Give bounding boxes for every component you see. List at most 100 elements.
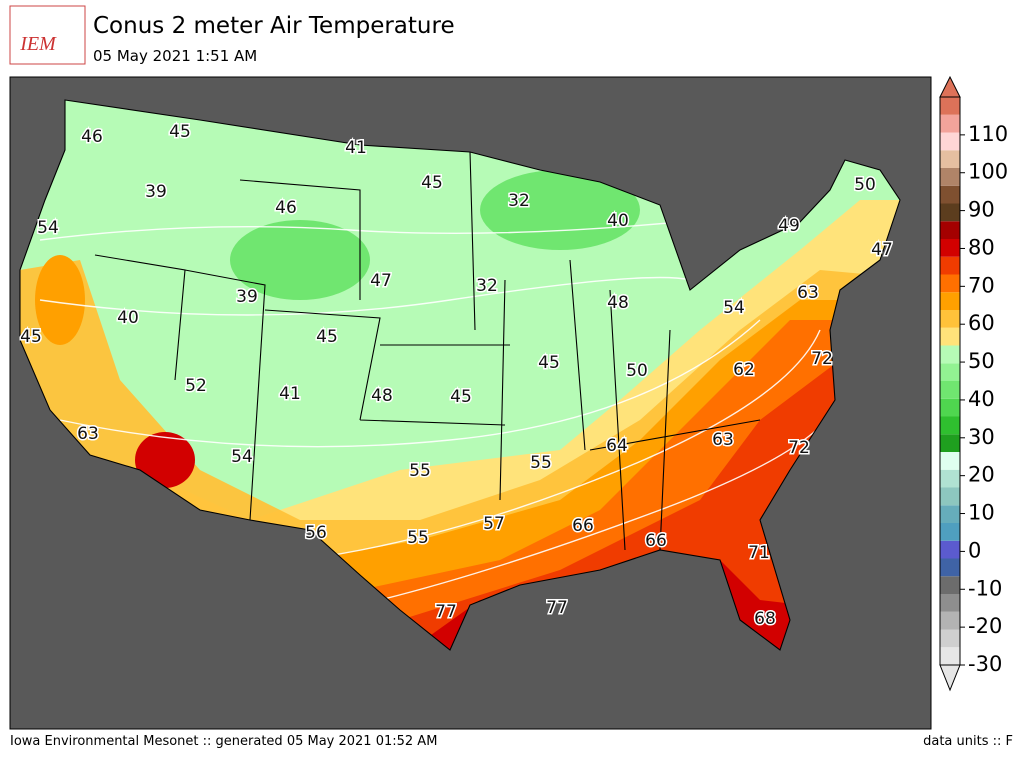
- logo: IEM: [9, 5, 86, 65]
- footer-right: data units :: F: [923, 734, 1013, 749]
- colorbar-segment: [940, 132, 960, 151]
- colorbar-segment: [940, 523, 960, 541]
- temperature-label: 54: [231, 447, 253, 467]
- colorbar-extend-high: [939, 75, 961, 98]
- temperature-label: 55: [530, 453, 552, 473]
- colorbar-tick-label: 10: [968, 501, 995, 525]
- colorbar-tick-label: 80: [968, 235, 995, 259]
- temperature-label: 55: [409, 461, 431, 481]
- colorbar-segment: [940, 381, 960, 399]
- colorbar-tick-label: -30: [968, 652, 1002, 676]
- colorbar-segment: [940, 505, 960, 523]
- colorbar-tick-label: 60: [968, 311, 995, 335]
- colorbar-segment: [940, 540, 960, 559]
- colorbar-tick-label: 110: [968, 122, 1008, 146]
- colorbar-frame: [939, 96, 961, 666]
- temperature-label: 47: [370, 271, 392, 291]
- temperature-label: 48: [607, 293, 629, 313]
- temperature-label: 32: [476, 276, 498, 296]
- temperature-label: 63: [77, 424, 99, 444]
- colorbar-segment: [940, 203, 960, 222]
- colorbar-segment: [940, 647, 960, 665]
- colorbar-segment: [940, 594, 960, 612]
- title: Conus 2 meter Air Temperature: [93, 13, 455, 39]
- colorbar-tick-label: -10: [968, 576, 1002, 600]
- temperature-label: 46: [275, 198, 297, 218]
- colorbar-segment: [940, 416, 960, 435]
- colorbar-segment: [940, 363, 960, 381]
- footer-left: Iowa Environmental Mesonet :: generated …: [10, 734, 437, 749]
- temperature-label: 63: [712, 430, 734, 450]
- temperature-label: 45: [169, 122, 191, 142]
- temperature-label: 45: [538, 353, 560, 373]
- temperature-label: 68: [754, 609, 776, 629]
- temperature-label: 39: [145, 182, 167, 202]
- colorbar-segment: [940, 398, 960, 417]
- colorbar-segment: [940, 452, 960, 470]
- colorbar-tick-label: 100: [968, 160, 1008, 184]
- temperature-label: 77: [546, 598, 568, 618]
- temperature-label: 62: [733, 360, 755, 380]
- colorbar-segment: [940, 469, 960, 488]
- temperature-label: 71: [748, 543, 770, 563]
- temperature-label: 49: [778, 216, 800, 236]
- logo-text: IEM: [19, 33, 57, 55]
- temperature-label: 47: [871, 240, 893, 260]
- colorbar-segment: [940, 292, 960, 310]
- temperature-label: 72: [811, 349, 833, 369]
- temperature-label: 52: [185, 376, 207, 396]
- temperature-label: 63: [797, 283, 819, 303]
- colorbar-segment: [940, 611, 960, 630]
- colorbar-segment: [940, 114, 960, 133]
- temperature-label: 41: [345, 138, 367, 158]
- colorbar-segment: [940, 629, 960, 648]
- colorbar-tick-label: -20: [968, 614, 1002, 638]
- temperature-label: 54: [37, 218, 59, 238]
- colorbar-tick-label: 30: [968, 425, 995, 449]
- colorbar-segment: [940, 327, 960, 346]
- colorbar-tick-label: 90: [968, 198, 995, 222]
- colorbar-segment: [940, 185, 960, 204]
- temperature-label: 66: [572, 516, 594, 536]
- colorbar-tick-label: 70: [968, 273, 995, 297]
- temperature-label: 54: [723, 298, 745, 318]
- colorbar-segment: [940, 150, 960, 168]
- temperature-label: 57: [483, 514, 505, 534]
- temperature-label: 55: [407, 528, 429, 548]
- temperature-label: 45: [450, 387, 472, 407]
- temperature-label: 45: [421, 173, 443, 193]
- colorbar-segment: [940, 345, 960, 364]
- temperature-label: 40: [117, 308, 139, 328]
- colorbar-tick-label: 50: [968, 349, 995, 373]
- temperature-label: 45: [20, 327, 42, 347]
- colorbar-segment: [940, 168, 960, 186]
- temperature-label: 66: [645, 531, 667, 551]
- temperature-label: 39: [236, 287, 258, 307]
- colorbar: -30 -20 -10 0 10 20 30 40 50 60 70 80 90 100 110: [939, 75, 1008, 692]
- colorbar-segment: [940, 274, 960, 293]
- colorbar-segment: [940, 239, 960, 257]
- temperature-label: 64: [606, 436, 628, 456]
- temperature-label: 56: [305, 523, 327, 543]
- temperature-label: 48: [371, 386, 393, 406]
- temperature-label: 41: [279, 384, 301, 404]
- temperature-label: 46: [81, 127, 103, 147]
- temperature-label: 45: [316, 327, 338, 347]
- colorbar-segment: [940, 558, 960, 577]
- colorbar-segment: [940, 487, 960, 506]
- subtitle: 05 May 2021 1:51 AM: [93, 47, 257, 65]
- colorbar-segment: [940, 221, 960, 239]
- temperature-label: 77: [435, 602, 457, 622]
- station-labels: 46 45 41 45 39 46 32 40 50 54 49 47 47 32 39 63 48 54 40 45…: [19, 121, 895, 631]
- temperature-label: 50: [626, 361, 648, 381]
- colorbar-segment: [940, 97, 960, 115]
- colorbar-tick-label: 0: [968, 538, 981, 562]
- temperature-label: 72: [788, 438, 810, 458]
- colorbar-segment: [940, 434, 960, 452]
- colorbar-segment: [940, 576, 960, 594]
- temperature-label: 40: [607, 211, 629, 231]
- colorbar-extend-low: [939, 664, 961, 692]
- us-outline: [19, 99, 901, 651]
